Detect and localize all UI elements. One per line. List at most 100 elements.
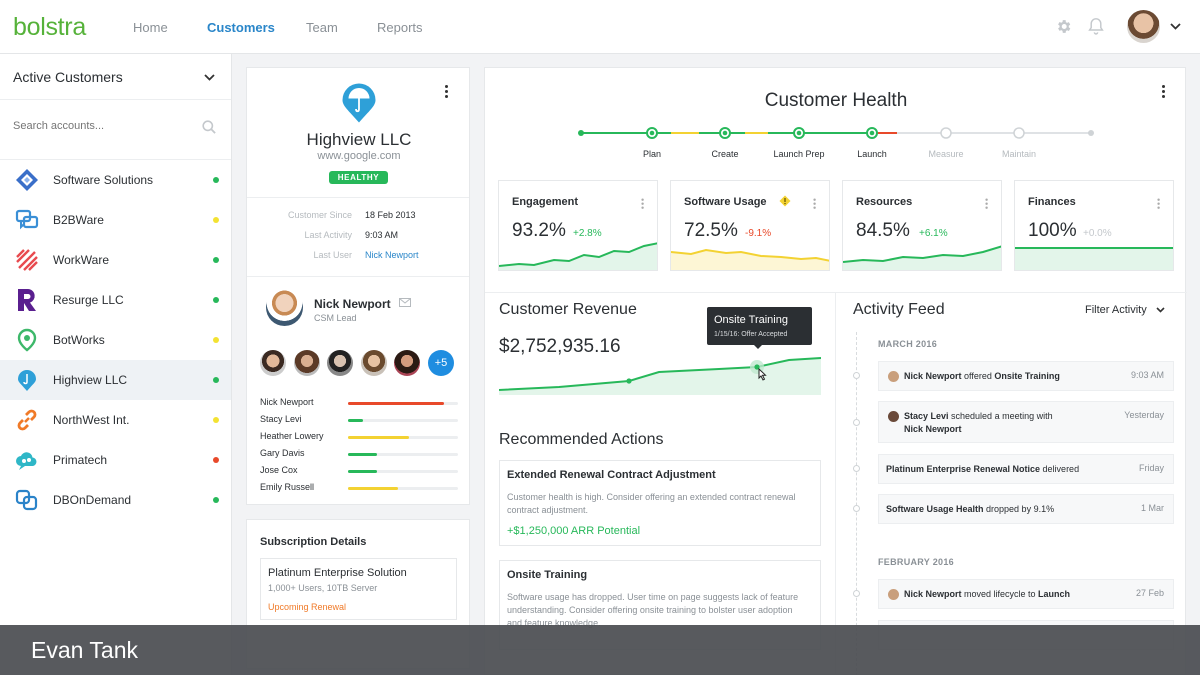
divider [247, 276, 469, 277]
metric-resources[interactable]: Resources 84.5% +6.1% [842, 180, 1002, 271]
renewal-link[interactable]: Upcoming Renewal [268, 602, 347, 612]
engagement-fill [348, 436, 409, 439]
account-item-primatech[interactable]: Primatech [0, 440, 231, 480]
metric-delta: +6.1% [919, 228, 948, 239]
status-dot [213, 377, 219, 383]
subscription-plan[interactable]: Platinum Enterprise Solution 1,000+ User… [260, 558, 457, 620]
stage-maintain[interactable]: Maintain [1001, 149, 1037, 159]
filter-activity-dropdown[interactable]: Filter Activity [1085, 304, 1165, 316]
account-item-highview[interactable]: Highview LLC [0, 360, 231, 400]
status-dot [213, 217, 219, 223]
account-name: B2BWare [53, 213, 104, 227]
team-avatar[interactable] [294, 350, 320, 376]
last-user-link[interactable]: Nick Newport [365, 250, 419, 260]
user-avatar[interactable] [1127, 10, 1160, 43]
account-item-northwest[interactable]: NorthWest Int. [0, 400, 231, 440]
metric-title: Engagement [512, 196, 579, 208]
stage-launch[interactable]: Launch [857, 149, 887, 159]
account-name: Highview LLC [53, 373, 128, 387]
status-dot [213, 337, 219, 343]
account-item-resurge[interactable]: Resurge LLC [0, 280, 231, 320]
gear-icon[interactable] [1055, 18, 1072, 35]
more-icon[interactable] [445, 85, 449, 100]
nav-customers[interactable]: Customers [207, 20, 275, 35]
team-row: Gary Davis [260, 447, 460, 463]
more-icon[interactable] [1162, 85, 1166, 100]
engagement-bar [348, 436, 458, 439]
user-avatar [888, 589, 899, 600]
feed-text: Software Usage Health dropped by 9.1% [886, 503, 1054, 516]
team-avatar[interactable] [361, 350, 387, 376]
more-icon[interactable] [813, 198, 816, 211]
timeline-dot [853, 372, 860, 379]
top-bar: bolstra Home Customers Team Reports [0, 0, 1200, 54]
company-url[interactable]: www.google.com [317, 150, 401, 162]
month-label: FEBRUARY 2016 [878, 557, 954, 567]
account-item-software-solutions[interactable]: Software Solutions [0, 160, 231, 200]
metric-value: 84.5% [856, 220, 910, 241]
feed-verb: scheduled a meeting with [948, 411, 1053, 421]
search-input[interactable] [13, 120, 193, 132]
timeline-dot [853, 505, 860, 512]
account-item-workware[interactable]: WorkWare [0, 240, 231, 280]
feed-actor[interactable]: Platinum Enterprise Renewal Notice [886, 464, 1041, 474]
squares-logo-icon [15, 489, 38, 511]
feed-object[interactable]: Onsite Training [994, 371, 1060, 381]
stage-launch-prep[interactable]: Launch Prep [773, 149, 825, 159]
company-logo-icon [342, 83, 376, 123]
engagement-fill [348, 453, 377, 456]
more-icon[interactable] [641, 198, 644, 211]
team-avatar[interactable] [394, 350, 420, 376]
feed-item[interactable]: Platinum Enterprise Renewal Notice deliv… [878, 454, 1174, 484]
nav-home[interactable]: Home [133, 20, 168, 35]
feed-item[interactable]: Stacy Levi scheduled a meeting with Nick… [878, 401, 1174, 443]
feed-object[interactable]: Launch [1038, 589, 1071, 599]
member-name: Heather Lowery [260, 431, 324, 441]
account-item-dbondemand[interactable]: DBOnDemand [0, 480, 231, 520]
mail-icon[interactable] [399, 298, 411, 307]
chevron-down-icon[interactable] [204, 74, 215, 82]
account-item-botworks[interactable]: BotWorks [0, 320, 231, 360]
app-logo[interactable]: bolstra [13, 13, 86, 41]
feed-actor[interactable]: Stacy Levi [904, 411, 949, 421]
metric-software-usage[interactable]: Software Usage 72.5% -9.1% [670, 180, 830, 271]
search-icon[interactable] [202, 120, 216, 134]
feed-actor[interactable]: Software Usage Health [886, 504, 984, 514]
month-label: MARCH 2016 [878, 339, 938, 349]
plan-details: 1,000+ Users, 10TB Server [268, 583, 378, 593]
lead-avatar[interactable] [266, 289, 303, 326]
engagement-fill [348, 470, 377, 473]
account-name: BotWorks [53, 333, 105, 347]
feed-item[interactable]: Nick Newport offered Onsite Training 9:0… [878, 361, 1174, 391]
team-avatar[interactable] [327, 350, 353, 376]
more-members-button[interactable]: +5 [428, 350, 454, 376]
activity-title: Activity Feed [853, 301, 945, 318]
member-name: Emily Russell [260, 482, 315, 492]
nav-team[interactable]: Team [306, 20, 338, 35]
stage-create[interactable]: Create [711, 149, 739, 159]
metric-finances[interactable]: Finances 100% +0.0% [1014, 180, 1174, 271]
engagement-fill [348, 487, 398, 490]
engagement-fill [348, 402, 444, 405]
stage-measure[interactable]: Measure [928, 149, 964, 159]
nav-reports[interactable]: Reports [377, 20, 423, 35]
team-avatar[interactable] [260, 350, 286, 376]
action-card[interactable]: Extended Renewal Contract Adjustment Cus… [499, 460, 821, 546]
more-icon[interactable] [1157, 198, 1160, 211]
revenue-title: Customer Revenue [499, 301, 637, 318]
bell-icon[interactable] [1088, 17, 1104, 35]
feed-actor[interactable]: Nick Newport [904, 589, 962, 599]
account-item-b2bware[interactable]: B2BWare [0, 200, 231, 240]
feed-item[interactable]: Nick Newport moved lifecycle to Launch 2… [878, 579, 1174, 609]
feed-item[interactable]: Software Usage Health dropped by 9.1% 1 … [878, 494, 1174, 524]
metric-engagement[interactable]: Engagement 93.2% +2.8% [498, 180, 658, 271]
member-name: Jose Cox [260, 465, 298, 475]
more-icon[interactable] [985, 198, 988, 211]
feed-object[interactable]: Nick Newport [904, 424, 962, 434]
feed-actor[interactable]: Nick Newport [904, 371, 962, 381]
sidebar-header[interactable]: Active Customers [0, 54, 231, 100]
feed-time: 1 Mar [1140, 503, 1164, 513]
revenue-chart[interactable] [499, 350, 821, 395]
stage-plan[interactable]: Plan [642, 149, 662, 159]
chevron-down-icon[interactable] [1170, 23, 1181, 31]
